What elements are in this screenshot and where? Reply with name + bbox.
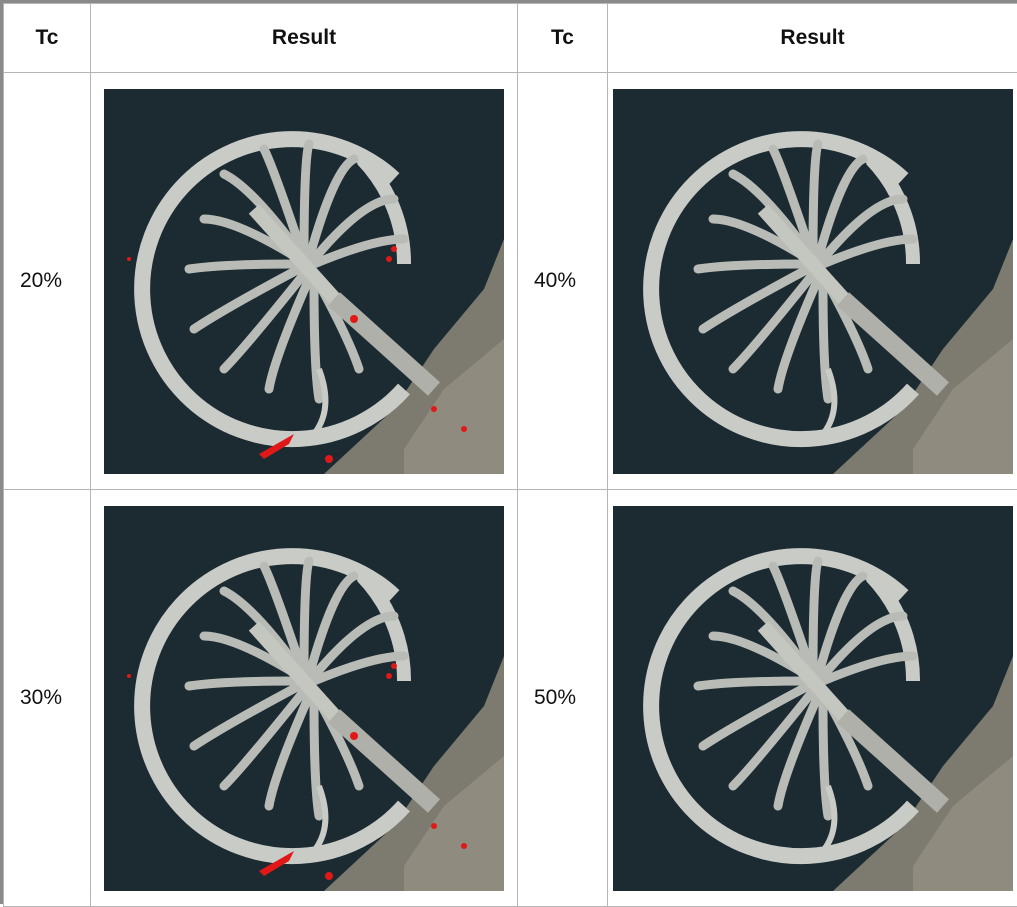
tc-cell: 20% — [4, 73, 91, 490]
page: Tc Result Tc Result 20% 40% 30% 50% — [0, 0, 1017, 904]
result-image — [104, 506, 504, 891]
header-cell: Tc — [4, 4, 91, 73]
table-row: 30% 50% — [4, 490, 1017, 907]
result-image — [613, 89, 1013, 474]
result-image — [104, 89, 504, 474]
result-cell — [91, 490, 518, 907]
results-table: Tc Result Tc Result 20% 40% 30% 50% — [3, 3, 1017, 907]
header-cell: Result — [608, 4, 1017, 73]
header-cell: Tc — [518, 4, 608, 73]
result-cell — [608, 73, 1017, 490]
header-cell: Result — [91, 4, 518, 73]
header-row: Tc Result Tc Result — [4, 4, 1017, 73]
tc-cell: 40% — [518, 73, 608, 490]
result-cell — [91, 73, 518, 490]
table-row: 20% 40% — [4, 73, 1017, 490]
tc-cell: 50% — [518, 490, 608, 907]
result-image — [613, 506, 1013, 891]
tc-cell: 30% — [4, 490, 91, 907]
result-cell — [608, 490, 1017, 907]
